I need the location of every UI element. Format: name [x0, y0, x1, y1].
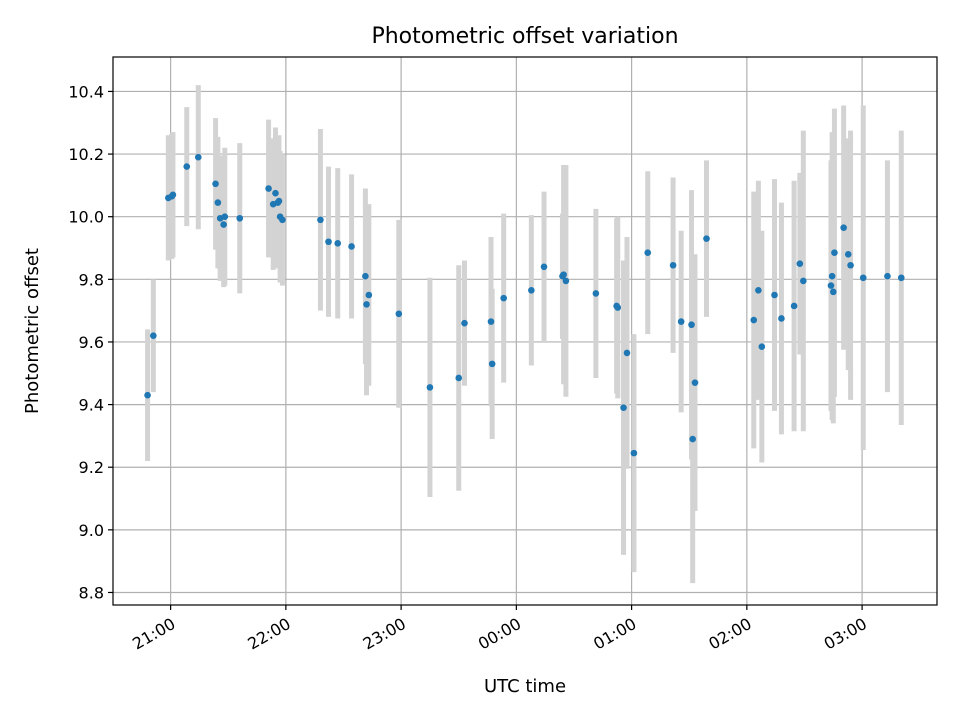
data-point	[220, 221, 227, 228]
y-tick-label: 9.8	[79, 270, 104, 289]
data-point	[844, 250, 852, 258]
data-point	[847, 261, 854, 269]
data-point	[334, 240, 342, 247]
data-point	[800, 277, 807, 285]
data-point	[363, 301, 370, 308]
data-point	[614, 304, 622, 311]
data-point	[644, 249, 652, 257]
data-point	[362, 272, 369, 280]
data-point	[488, 360, 496, 368]
data-point	[194, 153, 202, 161]
y-tick-label: 8.8	[79, 583, 104, 602]
data-point	[528, 286, 535, 294]
plot-frame	[112, 56, 938, 606]
data-point	[279, 216, 286, 224]
data-point	[265, 185, 272, 192]
data-point	[831, 249, 838, 257]
data-point	[169, 191, 177, 199]
data-point	[562, 277, 570, 285]
data-point	[183, 163, 191, 170]
data-point	[755, 286, 762, 294]
data-point	[691, 379, 699, 386]
data-point	[212, 180, 219, 188]
data-point	[688, 321, 695, 329]
data-point	[750, 316, 758, 324]
data-point	[214, 199, 222, 206]
data-point	[623, 349, 631, 357]
data-point	[325, 238, 332, 246]
y-tick-label: 10.0	[68, 208, 104, 227]
data-point	[790, 302, 798, 310]
chart-title: Photometric offset variation	[371, 24, 678, 49]
data-point	[840, 224, 847, 231]
data-point	[829, 288, 837, 296]
data-point	[796, 260, 804, 267]
data-point	[365, 291, 373, 299]
data-point	[897, 274, 905, 282]
data-point	[317, 216, 324, 224]
data-point	[828, 272, 836, 280]
data-point	[426, 384, 434, 391]
data-point	[778, 315, 785, 322]
data-point	[620, 404, 627, 412]
y-axis-ticks: 8.8 9.0 9.2 9.4 9.6 9.8 10.0 10.2 10.4	[68, 82, 113, 602]
data-point	[455, 374, 463, 382]
data-point	[884, 272, 891, 280]
data-point	[630, 449, 638, 457]
data-point	[771, 291, 778, 299]
y-tick-label: 9.0	[79, 521, 104, 540]
data-point	[560, 271, 567, 278]
data-point	[395, 310, 403, 318]
y-tick-label: 9.4	[79, 396, 104, 415]
y-tick-label: 10.2	[68, 145, 104, 164]
data-point	[758, 343, 766, 350]
y-tick-label: 9.2	[79, 458, 104, 477]
data-point	[592, 290, 600, 297]
data-point	[859, 274, 867, 282]
data-point	[540, 263, 548, 271]
data-point	[236, 214, 244, 222]
data-point	[272, 189, 279, 197]
data-point	[221, 213, 229, 221]
y-axis-label: Photometric offset	[22, 248, 43, 414]
data-point	[827, 282, 835, 289]
data-point	[500, 294, 507, 302]
data-point	[348, 243, 355, 250]
data-point	[487, 318, 495, 325]
data-point	[461, 319, 468, 327]
data-points	[144, 153, 905, 457]
data-point	[677, 318, 685, 325]
y-tick-label: 10.4	[68, 82, 104, 101]
data-point	[275, 197, 283, 205]
data-point	[689, 435, 696, 443]
data-point	[144, 391, 151, 399]
data-point	[703, 235, 710, 242]
data-point	[669, 261, 677, 269]
x-axis-label: UTC time	[484, 676, 566, 697]
y-tick-label: 9.6	[79, 333, 104, 352]
data-point	[150, 332, 157, 339]
